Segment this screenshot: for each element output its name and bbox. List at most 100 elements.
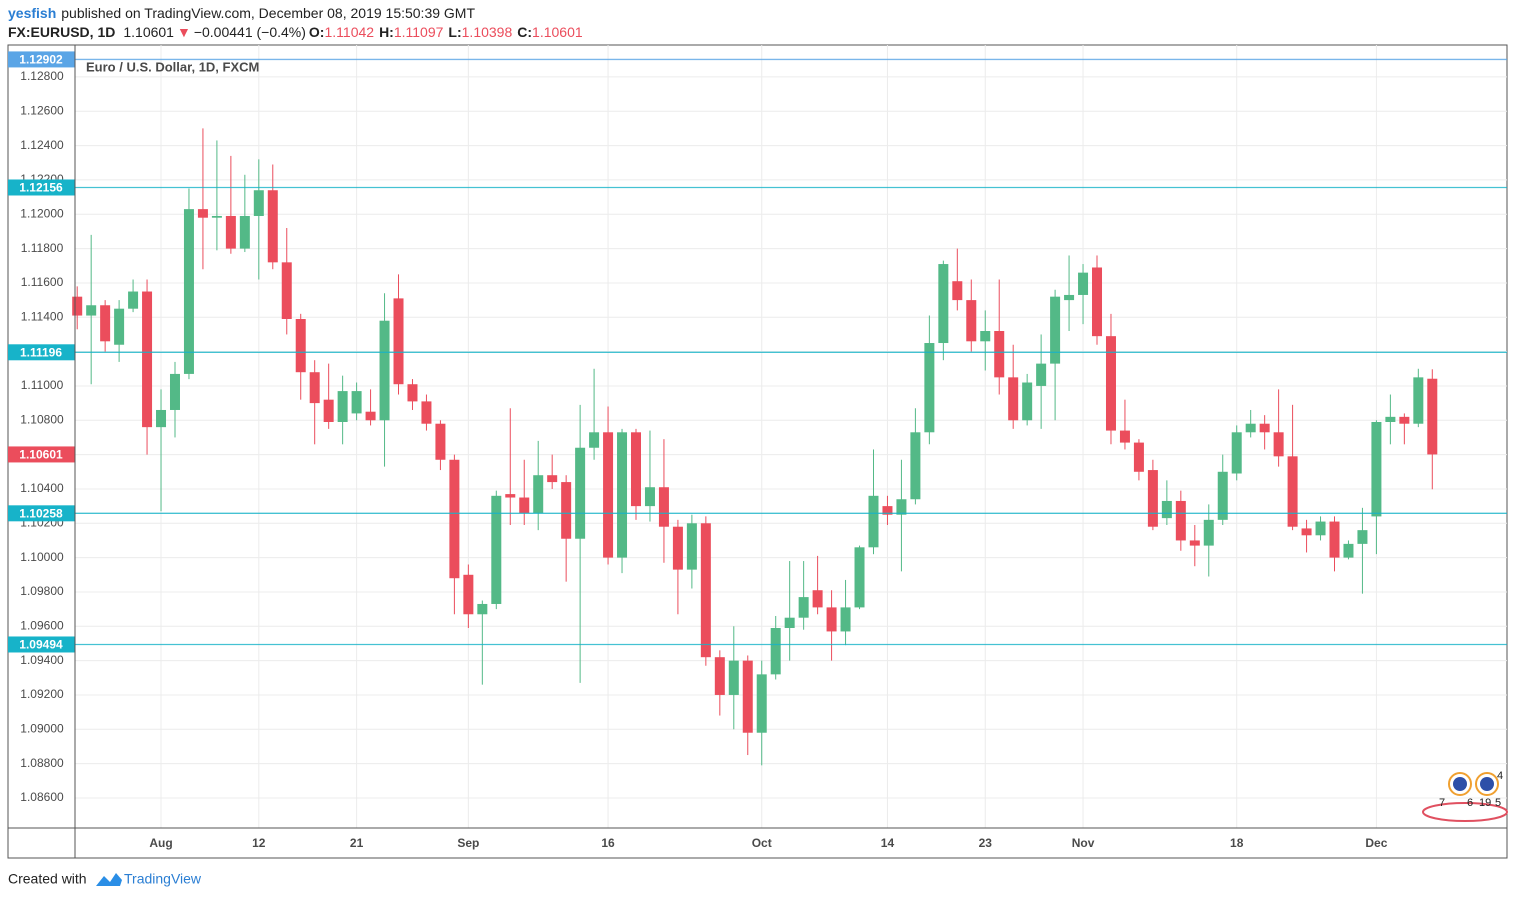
ohlc-label: O: xyxy=(309,24,325,40)
y-tick-label: 1.08600 xyxy=(20,790,64,804)
candle-body xyxy=(533,475,544,513)
candle-body xyxy=(1399,416,1410,424)
candle-body xyxy=(1385,416,1396,422)
price-badge-label: 1.09494 xyxy=(19,638,63,652)
candle-body xyxy=(1050,296,1061,364)
x-tick-label: 21 xyxy=(350,836,364,850)
candle-body xyxy=(686,523,697,570)
x-tick-label: Aug xyxy=(149,836,172,850)
x-tick-label: Oct xyxy=(752,836,772,850)
candle-body xyxy=(896,499,907,515)
candle-body xyxy=(1203,519,1214,546)
candle-body xyxy=(868,495,879,548)
symbol: FX:EURUSD, 1D xyxy=(8,24,115,40)
candle-body xyxy=(826,607,837,632)
candle-body xyxy=(854,547,865,608)
candle-body xyxy=(225,215,236,249)
footer-created: Created with xyxy=(8,871,87,887)
event-count: 6 xyxy=(1467,797,1473,809)
candle-body xyxy=(617,432,628,558)
x-tick-label: 16 xyxy=(601,836,615,850)
candle-body xyxy=(700,523,711,658)
y-tick-label: 1.09000 xyxy=(20,721,64,735)
event-icons: 4 7 6 19 5 xyxy=(1422,770,1508,822)
candle-body xyxy=(631,432,641,507)
x-tick-label: 23 xyxy=(979,836,993,850)
change: −0.00441 (−0.4%) xyxy=(194,24,306,40)
candle-body xyxy=(491,495,502,604)
candle-body xyxy=(393,298,404,385)
candle-body xyxy=(1301,528,1312,536)
brand-logo xyxy=(96,873,122,886)
x-tick-label: 14 xyxy=(881,836,895,850)
header: yesfish published on TradingView.com, Dec… xyxy=(8,5,475,21)
price-badge xyxy=(8,446,75,463)
candle-body xyxy=(1092,267,1103,337)
candle-body xyxy=(742,660,753,733)
price-badge xyxy=(8,505,75,522)
price-badge-label: 1.12156 xyxy=(19,181,63,195)
candle-body xyxy=(1064,294,1075,301)
y-tick-label: 1.10400 xyxy=(20,481,64,495)
candle-body xyxy=(267,190,278,263)
candle-body xyxy=(128,291,139,309)
candle-body xyxy=(351,391,362,414)
candle-body xyxy=(938,264,949,344)
candle-body xyxy=(1245,423,1256,433)
candle-body xyxy=(100,305,111,342)
price-badge-label: 1.12902 xyxy=(19,53,63,67)
candle-body xyxy=(1175,500,1186,541)
author[interactable]: yesfish xyxy=(8,5,56,21)
candle-body xyxy=(211,215,222,218)
candle-body xyxy=(756,674,767,733)
symbol-line: FX:EURUSD, 1D 1.10601 ▼ −0.00441 (−0.4%) O:1… xyxy=(8,24,583,40)
candle-body xyxy=(281,262,292,319)
candle-body xyxy=(519,497,530,513)
candle-body xyxy=(1119,430,1130,443)
overlay: 1.12902 1.12156 1.11196 1.10258 1.09494 1.106… xyxy=(8,51,1507,653)
y-tick-label: 1.08800 xyxy=(20,756,64,770)
candle-body xyxy=(994,331,1005,378)
candle-body xyxy=(966,300,977,342)
candle-body xyxy=(72,296,83,316)
candle-body xyxy=(114,308,125,345)
ohlc-label: C: xyxy=(517,24,532,40)
candle-body xyxy=(421,401,432,424)
candle-body xyxy=(1036,363,1047,386)
candle-body xyxy=(770,628,781,675)
candle-body xyxy=(239,215,250,249)
y-tick-label: 1.12800 xyxy=(20,69,64,83)
candle-body xyxy=(142,291,153,428)
candles xyxy=(72,128,1438,766)
y-tick-label: 1.11000 xyxy=(21,378,64,392)
candle-body xyxy=(169,373,180,410)
event-count: 4 xyxy=(1497,770,1503,782)
footer-brand[interactable]: TradingView xyxy=(124,871,202,887)
candle-body xyxy=(505,494,516,498)
candle-body xyxy=(589,432,600,448)
candle-body xyxy=(86,305,97,316)
x-tick-label: Nov xyxy=(1072,836,1095,850)
ohlc-value: 1.10398 xyxy=(462,24,513,40)
candle-body xyxy=(980,331,991,342)
candle-body xyxy=(910,432,921,500)
candle-body xyxy=(197,209,208,218)
ohlc-value: 1.11042 xyxy=(324,24,374,40)
ohlc-value: 1.10601 xyxy=(532,24,583,40)
candle-body xyxy=(379,320,390,421)
candle-body xyxy=(1105,336,1116,431)
candle-body xyxy=(1008,377,1019,421)
ohlc-label: L: xyxy=(448,24,461,40)
candle-body xyxy=(1427,378,1438,455)
candle-body xyxy=(1147,470,1158,527)
candle-body xyxy=(812,590,823,608)
arrow: ▼ xyxy=(177,24,191,40)
event-icon-flag xyxy=(1480,777,1494,791)
candle-body xyxy=(1022,382,1033,421)
candle-body xyxy=(561,482,572,539)
event-icon[interactable] xyxy=(1422,802,1508,822)
candle-body xyxy=(449,459,460,579)
candle-body xyxy=(1287,456,1298,527)
last: 1.10601 xyxy=(123,24,174,40)
